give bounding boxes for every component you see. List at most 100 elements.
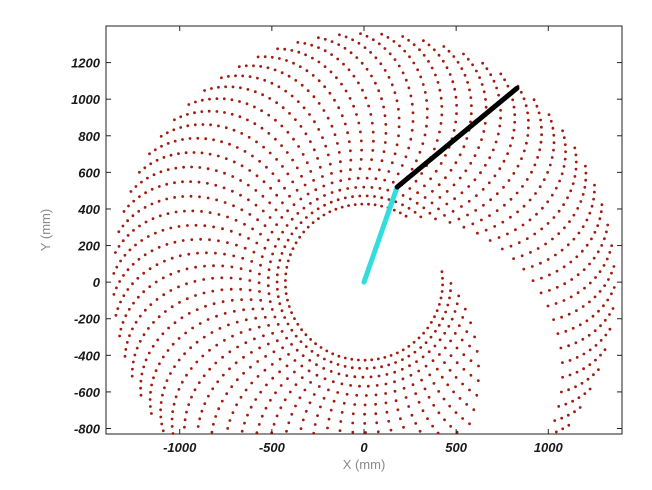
workspace-point <box>610 292 613 296</box>
workspace-point <box>290 412 294 416</box>
y-tick-label: -400 <box>74 348 101 363</box>
workspace-point <box>493 225 497 228</box>
workspace-point <box>588 281 592 285</box>
workspace-point <box>526 134 530 137</box>
workspace-point <box>259 65 263 68</box>
workspace-point <box>215 198 219 202</box>
workspace-point <box>454 411 458 414</box>
workspace-point <box>313 423 317 426</box>
workspace-point <box>371 149 375 152</box>
workspace-point <box>574 385 577 389</box>
workspace-point <box>330 40 334 43</box>
workspace-point <box>419 215 423 219</box>
workspace-point <box>603 237 606 241</box>
workspace-point <box>194 100 197 104</box>
workspace-point <box>302 206 306 210</box>
workspace-point <box>309 140 312 144</box>
workspace-point <box>391 180 395 184</box>
workspace-point <box>433 147 436 151</box>
workspace-point <box>187 312 191 315</box>
workspace-point <box>187 103 191 106</box>
workspace-point <box>484 98 487 101</box>
workspace-point <box>228 419 232 422</box>
arm-link-2 <box>394 85 520 190</box>
workspace-point <box>328 210 332 214</box>
workspace-point <box>428 373 432 377</box>
workspace-point <box>317 385 321 388</box>
workspace-point <box>407 344 411 348</box>
workspace-point <box>291 158 294 162</box>
workspace-point <box>138 195 141 199</box>
workspace-point <box>564 329 568 333</box>
workspace-point <box>291 180 295 184</box>
workspace-point <box>228 350 232 354</box>
workspace-point <box>348 177 351 181</box>
workspace-point <box>417 369 421 373</box>
workspace-point <box>557 405 561 408</box>
workspace-point <box>475 350 479 353</box>
workspace-point <box>427 350 431 354</box>
workspace-point <box>462 225 466 229</box>
workspace-point <box>340 382 344 386</box>
workspace-point <box>588 348 592 352</box>
workspace-point <box>401 203 404 207</box>
workspace-point <box>234 361 238 365</box>
workspace-point <box>322 109 326 112</box>
workspace-point <box>373 195 376 198</box>
workspace-point <box>323 194 326 197</box>
workspace-point <box>380 196 384 200</box>
workspace-point <box>387 419 391 423</box>
workspace-point <box>412 340 416 344</box>
workspace-point <box>294 79 298 82</box>
workspace-point <box>492 79 496 83</box>
workspace-point <box>209 123 213 127</box>
workspace-point <box>186 124 190 128</box>
workspace-point <box>390 83 394 87</box>
workspace-point <box>387 170 391 173</box>
workspace-point <box>256 76 259 80</box>
workspace-point <box>593 230 597 234</box>
workspace-point <box>308 113 311 116</box>
workspace-point <box>305 69 309 73</box>
workspace-point <box>300 364 304 368</box>
workspace-point <box>408 187 412 190</box>
workspace-point <box>392 208 396 212</box>
workspace-point <box>393 370 397 374</box>
workspace-point <box>575 370 579 374</box>
workspace-point <box>438 303 441 306</box>
workspace-point <box>171 342 175 346</box>
workspace-point <box>239 193 242 197</box>
workspace-point <box>527 118 530 122</box>
workspace-point <box>186 113 189 116</box>
workspace-point <box>200 151 204 155</box>
workspace-point <box>275 223 278 227</box>
workspace-point <box>314 342 317 346</box>
workspace-point <box>246 118 249 122</box>
workspace-point <box>448 296 451 300</box>
workspace-point <box>407 206 411 210</box>
workspace-point <box>281 165 284 168</box>
workspace-point <box>564 150 567 154</box>
workspace-point <box>183 352 187 356</box>
workspace-point <box>211 387 215 391</box>
workspace-point <box>294 118 297 121</box>
workspace-point <box>582 268 586 271</box>
workspace-point <box>276 295 280 298</box>
workspace-point <box>299 197 303 201</box>
workspace-point <box>306 192 310 196</box>
workspace-point <box>283 245 287 249</box>
workspace-point <box>296 100 300 103</box>
workspace-point <box>364 96 368 100</box>
workspace-point <box>291 247 295 251</box>
workspace-point <box>147 327 150 330</box>
workspace-point <box>512 105 516 109</box>
workspace-point <box>190 395 193 399</box>
workspace-point <box>193 388 197 392</box>
workspace-point <box>297 145 300 148</box>
workspace-point <box>210 331 214 334</box>
workspace-point <box>298 396 302 400</box>
workspace-point <box>342 401 346 405</box>
workspace-point <box>214 361 218 365</box>
workspace-point <box>206 196 210 200</box>
workspace-point <box>132 229 135 232</box>
